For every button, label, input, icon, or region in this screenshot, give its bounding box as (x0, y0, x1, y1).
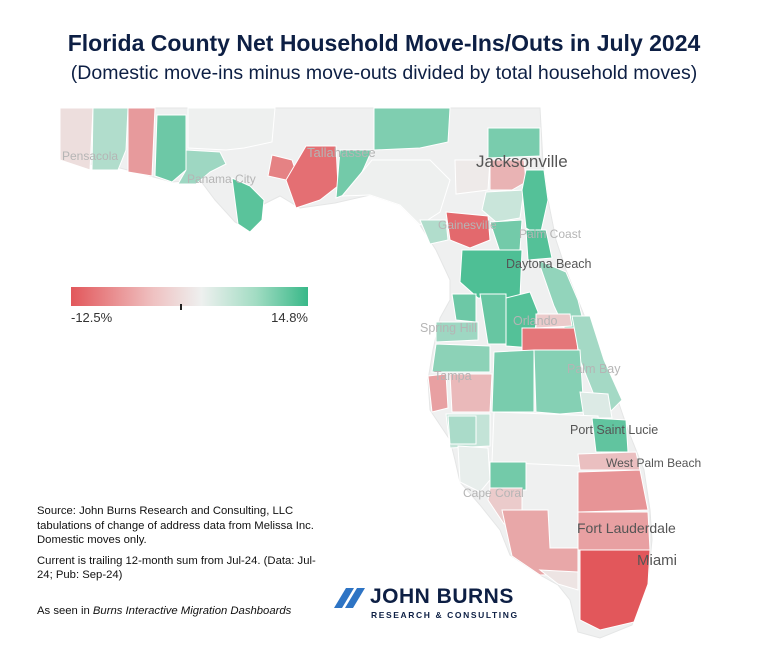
logo-chevron-icon (334, 588, 365, 608)
county-okaloosa[interactable] (127, 107, 156, 177)
company-logo: JOHN BURNS RESEARCH & CONSULTING (334, 585, 534, 625)
county-flagler[interactable] (525, 229, 553, 261)
county-hillsborough[interactable] (449, 373, 493, 413)
place-label-tallahassee: Tallahassee (307, 145, 376, 160)
county-big-bend[interactable] (340, 159, 451, 226)
county-brevard[interactable] (571, 315, 623, 415)
county-seminole[interactable] (535, 313, 573, 329)
legend-gradient-bar (71, 287, 308, 306)
county-pasco[interactable] (431, 343, 491, 373)
legend-zero-tick (180, 304, 182, 310)
place-label-west-palm-beach: West Palm Beach (606, 456, 701, 470)
county-pinellas[interactable] (427, 373, 449, 413)
county-monroe[interactable] (538, 569, 579, 591)
source-note: Source: John Burns Research and Consulti… (37, 504, 327, 589)
place-label-daytona-beach: Daytona Beach (506, 257, 592, 271)
county-hardee-desoto[interactable] (447, 415, 477, 445)
source-line: Source: John Burns Research and Consulti… (37, 505, 314, 546)
county-alachua[interactable] (445, 211, 491, 249)
legend-max-label: 14.8% (271, 310, 308, 325)
county-polk[interactable] (491, 349, 535, 413)
county-orange[interactable] (521, 327, 579, 353)
place-label-panama-city: Panama City (187, 172, 256, 186)
county-gulf-franklin[interactable] (231, 177, 265, 233)
county-baker-columbia[interactable] (454, 159, 491, 195)
source-line: Current is trailing 12-month sum from Ju… (37, 554, 316, 582)
place-label-gainesville: Gainesville (438, 218, 497, 232)
county-levy[interactable] (419, 219, 449, 245)
county-leon[interactable] (285, 145, 339, 209)
credit-prefix: As seen in (37, 605, 93, 617)
place-label-orlando: Orlando (513, 314, 558, 328)
county-hernando[interactable] (435, 321, 479, 343)
credit-note: As seen in Burns Interactive Migration D… (37, 604, 297, 619)
map-title: Florida County Net Household Move-Ins/Ou… (67, 30, 701, 56)
county-nassau[interactable] (487, 127, 541, 159)
county-holmes-jackson[interactable] (187, 107, 276, 151)
place-label-palm-bay: Palm Bay (567, 362, 621, 376)
county-santa-rosa[interactable] (91, 107, 129, 171)
color-legend: -12.5% 14.8% (71, 287, 308, 325)
place-label-jacksonville: Jacksonville (476, 152, 568, 171)
place-label-port-saint-lucie: Port Saint Lucie (570, 423, 658, 437)
credit-dashboard-link[interactable]: Burns Interactive Migration Dashboards (92, 605, 292, 617)
county-bay[interactable] (177, 149, 227, 185)
place-label-fort-lauderdale: Fort Lauderdale (577, 520, 676, 536)
county-clay[interactable] (481, 189, 525, 223)
county-escambia[interactable] (59, 107, 94, 171)
place-label-miami: Miami (637, 552, 677, 569)
county-palm-beach[interactable] (577, 469, 649, 513)
place-label-pensacola: Pensacola (62, 149, 118, 163)
county-citrus[interactable] (451, 293, 477, 323)
place-label-cape-coral: Cape Coral (463, 486, 524, 500)
county-collier[interactable] (501, 509, 579, 576)
place-label-tampa: Tampa (434, 369, 472, 383)
county-duval[interactable] (489, 159, 527, 191)
county-jefferson-madison[interactable] (373, 107, 451, 151)
legend-min-label: -12.5% (71, 310, 113, 325)
county-osceola[interactable] (533, 349, 585, 415)
map-subtitle: (Domestic move-ins minus move-outs divid… (70, 62, 698, 84)
county-glades-hendry[interactable] (489, 461, 527, 491)
place-label-spring-hill: Spring Hill (420, 321, 477, 335)
logo-tagline: RESEARCH & CONSULTING (371, 610, 519, 620)
logo-name: JOHN BURNS (370, 585, 514, 608)
county-walton[interactable] (154, 114, 187, 183)
county-miami-dade[interactable] (579, 549, 651, 631)
county-sarasota-charlotte[interactable] (457, 445, 491, 493)
county-indian-river[interactable] (579, 391, 613, 419)
place-label-palm-coast: Palm Coast (519, 227, 582, 241)
